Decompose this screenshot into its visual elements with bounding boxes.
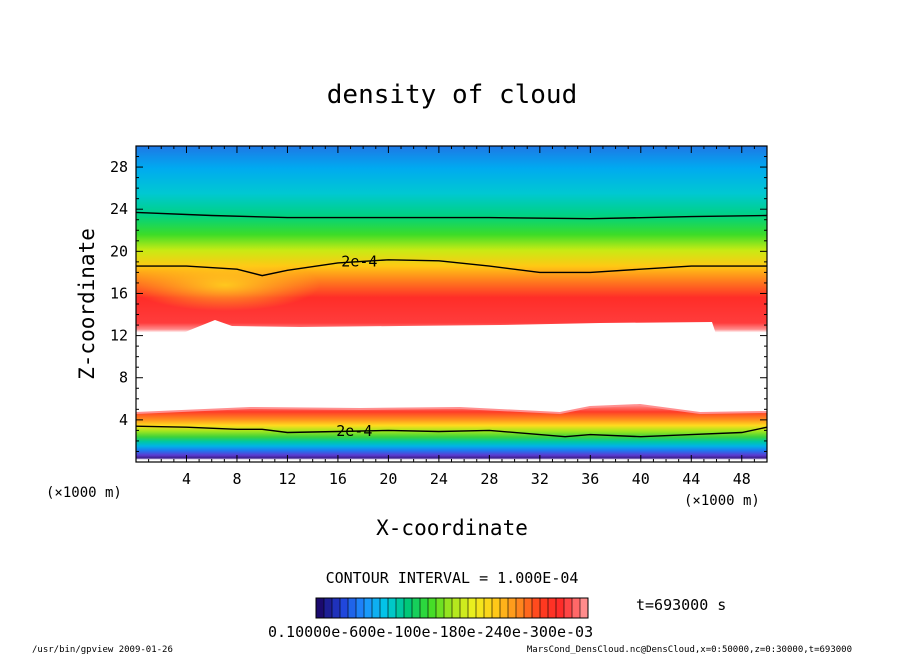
contour-line [136, 211, 767, 220]
colorbar-cell [348, 598, 357, 618]
colorbar-cell [332, 598, 341, 618]
time-label: t=693000 s [636, 596, 726, 614]
contour-label: 2e-4 [336, 422, 372, 440]
colorbar-cell [444, 598, 453, 618]
colorbar-cell [468, 598, 477, 618]
colorbar-cell [484, 598, 493, 618]
colorbar-cell [580, 598, 589, 618]
footer-right: MarsCond_DensCloud.nc@DensCloud,x=0:5000… [527, 645, 852, 654]
x-tick-label: 32 [531, 470, 549, 488]
colorbar-cell [556, 598, 565, 618]
y-tick-label: 12 [110, 327, 128, 345]
density-maximum-tongue [136, 259, 320, 311]
colorbar-cell [500, 598, 509, 618]
chart-title: density of cloud [327, 80, 577, 110]
x-tick-label: 8 [232, 470, 241, 488]
colorbar-cell [508, 598, 517, 618]
colorbar-cell [388, 598, 397, 618]
lower-cloud-edge [136, 403, 767, 415]
y-axis-unit: (×1000 m) [46, 485, 122, 501]
colorbar-cell [436, 598, 445, 618]
colorbar-cell [572, 598, 581, 618]
x-tick-label: 20 [379, 470, 397, 488]
colorbar-cell [532, 598, 541, 618]
colorbar-cell [316, 598, 325, 618]
colorbar-labels: 0.10000e-600e-100e-180e-240e-300e-03 [268, 623, 593, 641]
x-tick-label: 36 [581, 470, 599, 488]
colorbar-cell [428, 598, 437, 618]
colorbar-cell [548, 598, 557, 618]
colorbar-cell [420, 598, 429, 618]
colorbar-cell [516, 598, 525, 618]
colorbar-cell [492, 598, 501, 618]
colorbar-frame [315, 597, 589, 619]
contour-label: 2e-4 [341, 253, 377, 271]
x-axis-unit: (×1000 m) [684, 493, 760, 509]
colorbar-cell [380, 598, 389, 618]
x-tick-label: 16 [329, 470, 347, 488]
x-tick-label: 4 [182, 470, 191, 488]
colorbar-cell [324, 598, 333, 618]
colorbar-cell [396, 598, 405, 618]
colorbar-cell [340, 598, 349, 618]
y-tick-label: 28 [110, 158, 128, 176]
x-axis-title: X-coordinate [376, 516, 528, 540]
plot-area: 2e-4 2e-4 [136, 146, 767, 462]
colorbar [315, 598, 589, 618]
x-tick-label: 40 [632, 470, 650, 488]
y-tick-label: 4 [119, 411, 128, 429]
x-tick-label: 12 [278, 470, 296, 488]
colorbar-cell [404, 598, 413, 618]
colorbar-cell [452, 598, 461, 618]
colorbar-cell [476, 598, 485, 618]
colorbar-cell [364, 598, 373, 618]
colorbar-cell [460, 598, 469, 618]
contour-line [136, 425, 767, 438]
colorbar-cell [540, 598, 549, 618]
cloud-free-gap [136, 320, 767, 413]
y-tick-label: 16 [110, 284, 128, 302]
y-axis-title: Z-coordinate [75, 228, 99, 380]
y-tick-label: 24 [110, 200, 128, 218]
y-tick-label: 20 [110, 242, 128, 260]
colorbar-cell [372, 598, 381, 618]
contour-layer: 2e-4 2e-4 [136, 211, 767, 440]
colorbar-cell [564, 598, 573, 618]
footer-left: /usr/bin/gpview 2009-01-26 [32, 645, 173, 654]
contour-line [136, 259, 767, 277]
contour-interval-text: CONTOUR INTERVAL = 1.000E-04 [326, 569, 579, 587]
colorbar-cell [412, 598, 421, 618]
x-tick-label: 48 [733, 470, 751, 488]
lower-cloud-layer [136, 405, 767, 462]
colorbar-cell [356, 598, 365, 618]
colorbar-cell [524, 598, 533, 618]
y-tick-label: 8 [119, 369, 128, 387]
x-tick-label: 44 [682, 470, 700, 488]
x-tick-label: 28 [480, 470, 498, 488]
x-tick-label: 24 [430, 470, 448, 488]
